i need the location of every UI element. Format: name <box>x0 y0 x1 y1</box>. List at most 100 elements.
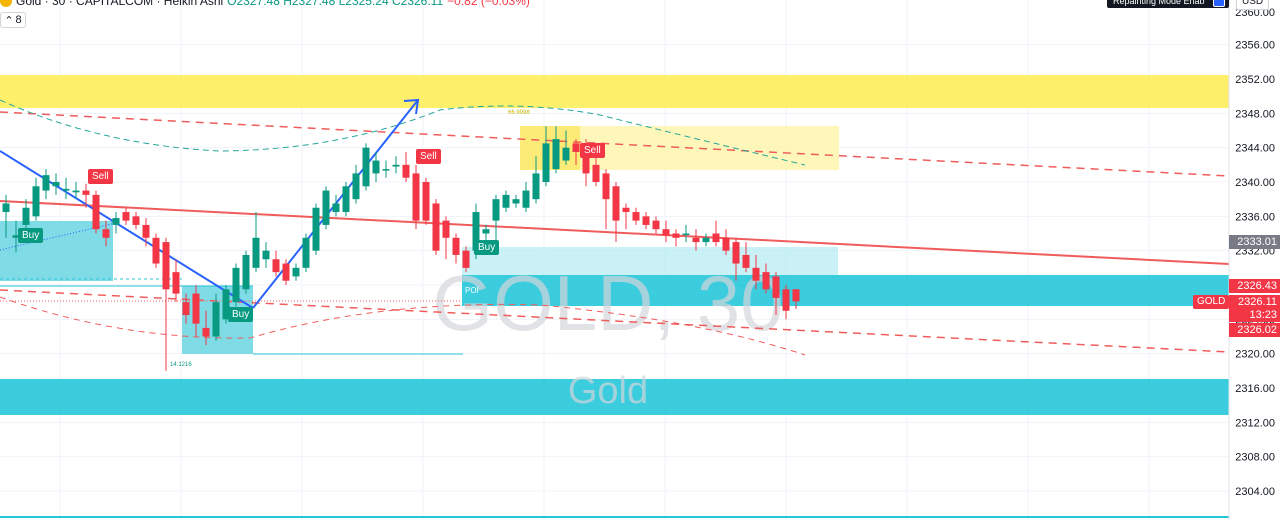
candle-up[interactable] <box>332 203 340 213</box>
candle-up[interactable] <box>222 289 230 320</box>
repaint-toggle-icon[interactable] <box>1212 0 1225 7</box>
trend-line-dashed-lower[interactable] <box>0 289 1230 353</box>
candle-up[interactable] <box>362 147 370 187</box>
candle-up[interactable] <box>382 169 390 171</box>
candle-down[interactable] <box>612 186 620 221</box>
sell-signal-tag[interactable]: Sell <box>416 149 441 164</box>
candle-down[interactable] <box>622 207 630 213</box>
candle-down[interactable] <box>422 182 430 221</box>
candle-down[interactable] <box>592 164 600 182</box>
candle-down[interactable] <box>602 173 610 200</box>
trend-line-dashed-upper[interactable] <box>0 111 1230 177</box>
candle-down[interactable] <box>462 250 470 268</box>
candle-up[interactable] <box>72 190 80 193</box>
candle-up[interactable] <box>502 194 510 208</box>
demand-zone-upper[interactable] <box>462 275 1229 306</box>
candle-down[interactable] <box>432 203 440 251</box>
candle-down[interactable] <box>642 216 650 225</box>
symbol-title[interactable]: Gold · 30 · CAPITALCOM · Heikin Ashi <box>16 0 224 8</box>
candle-down[interactable] <box>202 327 210 337</box>
candle-up[interactable] <box>492 199 500 221</box>
candle-up[interactable] <box>242 254 250 290</box>
candle-down[interactable] <box>132 216 140 225</box>
candle-down[interactable] <box>142 224 150 238</box>
candle-down[interactable] <box>692 237 700 243</box>
candle-down[interactable] <box>192 293 200 324</box>
candle-up[interactable] <box>482 229 490 234</box>
buy-signal-tag[interactable]: Buy <box>18 228 44 243</box>
candle-down[interactable] <box>772 276 780 298</box>
candle-up[interactable] <box>372 160 380 174</box>
candle-up[interactable] <box>252 237 260 268</box>
buy-signal-tag[interactable]: Buy <box>474 240 500 255</box>
candle-down[interactable] <box>762 272 770 290</box>
buy-signal-tag[interactable]: Buy <box>228 307 254 322</box>
candle-down[interactable] <box>582 147 590 174</box>
candle-up[interactable] <box>12 235 20 238</box>
candle-down[interactable] <box>572 143 580 152</box>
candle-down[interactable] <box>782 289 790 311</box>
candle-up[interactable] <box>232 267 240 303</box>
candle-up[interactable] <box>512 199 520 204</box>
candle-down[interactable] <box>672 233 680 238</box>
candle-down[interactable] <box>152 237 160 264</box>
candle-down[interactable] <box>442 220 450 238</box>
candle-down[interactable] <box>452 237 460 255</box>
candle-down[interactable] <box>92 194 100 230</box>
candle-up[interactable] <box>682 233 690 236</box>
candle-up[interactable] <box>532 173 540 200</box>
candle-down[interactable] <box>272 259 280 273</box>
candle-down[interactable] <box>742 254 750 268</box>
candle-up[interactable] <box>62 188 70 191</box>
candle-down[interactable] <box>632 212 640 221</box>
price-axis[interactable]: 2356.00 2352.00 2348.00 2344.00 2340.00 2336.… <box>1235 7 1275 498</box>
demand-zone-lower[interactable] <box>0 379 1229 415</box>
currency-button[interactable]: USD <box>1236 0 1270 10</box>
candle-down[interactable] <box>172 272 180 294</box>
candle-up[interactable] <box>262 250 270 260</box>
arrow-down-line[interactable] <box>0 150 254 309</box>
candle-down[interactable] <box>752 267 760 281</box>
candle-up[interactable] <box>342 186 350 213</box>
candle-down[interactable] <box>282 263 290 281</box>
supply-zone[interactable] <box>0 75 1229 108</box>
sell-signal-tag[interactable]: Sell <box>580 143 605 158</box>
repainting-mode-badge[interactable]: Repainting Mode Enab <box>1107 0 1229 8</box>
candle-down[interactable] <box>652 220 660 230</box>
candle-up[interactable] <box>112 218 120 225</box>
candle-down[interactable] <box>122 212 130 221</box>
candle-down[interactable] <box>712 233 720 243</box>
candle-down[interactable] <box>792 289 800 302</box>
curve-dashed-teal[interactable] <box>0 99 806 166</box>
candle-up[interactable] <box>322 190 330 225</box>
candle-down[interactable] <box>662 229 670 236</box>
candle-down[interactable] <box>402 164 410 178</box>
candle-up[interactable] <box>542 143 550 182</box>
sell-signal-tag[interactable]: Sell <box>88 169 113 184</box>
candle-up[interactable] <box>22 207 30 225</box>
candle-up[interactable] <box>32 186 40 217</box>
candle-up[interactable] <box>352 173 360 200</box>
candle-up[interactable] <box>472 212 480 251</box>
candle-up[interactable] <box>552 139 560 170</box>
candle-down[interactable] <box>722 237 730 251</box>
candle-up[interactable] <box>392 164 400 167</box>
candle-down[interactable] <box>162 242 170 290</box>
candle-down[interactable] <box>732 242 740 264</box>
candle-up[interactable] <box>312 207 320 251</box>
candle-up[interactable] <box>302 237 310 268</box>
demand-zone-light[interactable] <box>462 247 838 275</box>
trend-line-red[interactable] <box>0 200 1230 265</box>
candle-up[interactable] <box>702 237 710 243</box>
candle-up[interactable] <box>2 203 10 213</box>
candle-up[interactable] <box>562 147 570 161</box>
candle-down[interactable] <box>102 229 110 238</box>
candle-up[interactable] <box>292 267 300 277</box>
candle-down[interactable] <box>412 173 420 221</box>
candle-down[interactable] <box>182 302 190 316</box>
candle-down[interactable] <box>82 190 90 195</box>
candle-up[interactable] <box>52 182 60 187</box>
indicators-toggle-button[interactable]: ⌃ 8 <box>0 12 26 28</box>
candle-up[interactable] <box>42 175 50 191</box>
